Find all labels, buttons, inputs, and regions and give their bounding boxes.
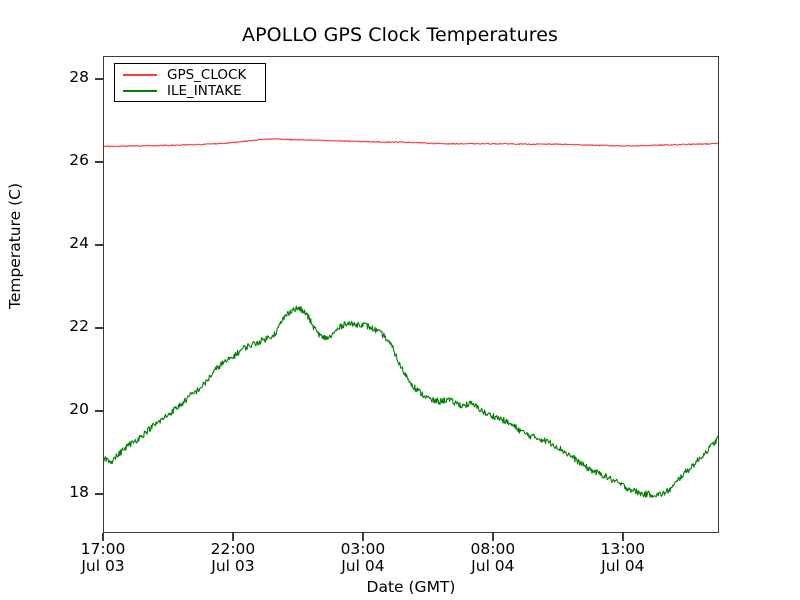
x-tick-time: 03:00 bbox=[340, 540, 386, 558]
x-tick-label: 08:00 Jul 04 bbox=[433, 540, 553, 576]
y-tick-mark bbox=[95, 244, 103, 246]
x-tick-mark bbox=[362, 533, 364, 541]
x-tick-time: 17:00 bbox=[80, 540, 126, 558]
x-tick-mark bbox=[622, 533, 624, 541]
y-tick-mark bbox=[95, 327, 103, 329]
plot-area bbox=[103, 56, 719, 533]
y-tick-label: 22 bbox=[69, 316, 89, 335]
y-tick-label: 26 bbox=[69, 150, 89, 169]
y-axis-ticks: 18 20 22 24 26 28 bbox=[0, 0, 103, 600]
x-tick-time: 13:00 bbox=[600, 540, 646, 558]
x-axis-label: Date (GMT) bbox=[366, 578, 456, 596]
x-tick-date: Jul 03 bbox=[81, 557, 125, 576]
x-tick-date: Jul 04 bbox=[601, 557, 645, 576]
legend-entry[interactable]: ILE_INTAKE bbox=[115, 83, 265, 99]
x-tick-label: 13:00 Jul 04 bbox=[563, 540, 683, 576]
x-tick-date: Jul 03 bbox=[211, 557, 255, 576]
x-tick-label: 03:00 Jul 04 bbox=[303, 540, 423, 576]
x-tick-label: 22:00 Jul 03 bbox=[173, 540, 293, 576]
series-line-ile-intake bbox=[104, 305, 718, 498]
x-tick-mark bbox=[492, 533, 494, 541]
legend-label: GPS_CLOCK bbox=[167, 67, 247, 83]
legend-label: ILE_INTAKE bbox=[167, 83, 242, 99]
legend-entry[interactable]: GPS_CLOCK bbox=[115, 67, 265, 83]
x-tick-date: Jul 04 bbox=[341, 557, 385, 576]
x-tick-date: Jul 04 bbox=[471, 557, 515, 576]
x-tick-mark bbox=[232, 533, 234, 541]
y-tick-label: 28 bbox=[69, 67, 89, 86]
y-tick-mark bbox=[95, 78, 103, 80]
y-tick-mark bbox=[95, 493, 103, 495]
y-tick-mark bbox=[95, 410, 103, 412]
chart-title: APOLLO GPS Clock Temperatures bbox=[242, 24, 558, 46]
series-lines bbox=[104, 137, 718, 498]
x-tick-label: 17:00 Jul 03 bbox=[43, 540, 163, 576]
legend-swatch-icon bbox=[123, 90, 157, 92]
x-tick-mark bbox=[102, 533, 104, 541]
y-tick-label: 20 bbox=[69, 399, 89, 418]
legend-swatch-icon bbox=[123, 74, 157, 76]
x-tick-time: 22:00 bbox=[210, 540, 256, 558]
series-line-gps-clock bbox=[104, 137, 718, 148]
x-tick-time: 08:00 bbox=[470, 540, 516, 558]
chart-legend: GPS_CLOCK ILE_INTAKE bbox=[114, 63, 266, 102]
y-tick-label: 24 bbox=[69, 233, 89, 252]
y-tick-mark bbox=[95, 161, 103, 163]
y-tick-label: 18 bbox=[69, 482, 89, 501]
